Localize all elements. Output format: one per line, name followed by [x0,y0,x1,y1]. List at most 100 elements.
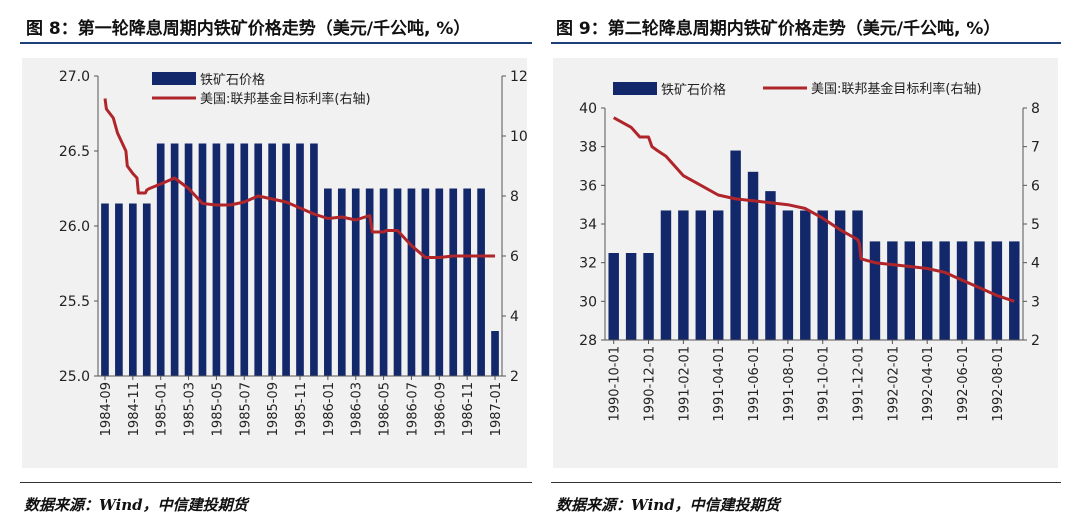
bar-1990-11-01 [625,253,637,340]
bar-1992-05-01 [939,241,950,340]
bar-1986-05 [379,188,388,376]
x-tick-label: 1992-08-01 [991,346,1006,422]
y-left-tick-label: 34 [579,217,597,233]
x-tick-label: 1985-07 [238,382,253,436]
bar-1986-10 [449,188,458,376]
bar-1992-08-01 [991,241,1003,340]
x-tick-label: 1991-08-01 [782,346,797,422]
x-tick-label: 1985-03 [183,382,198,436]
bar-1991-11-01 [834,210,846,340]
x-tick-label: 1987-01 [489,382,504,436]
right-bottom-rule [551,482,1061,483]
bar-1986-12 [477,188,485,376]
x-tick-label: 1991-06-01 [747,346,762,422]
legend-bar-label: 铁矿石价格 [200,72,265,88]
bar-1985-02 [170,143,179,376]
left-figure-title: 图 8：第一轮降息周期内铁矿价格走势（美元/千公吨, %） [26,19,471,39]
x-tick-label: 1985-11 [294,382,309,436]
x-tick-label: 1986-05 [378,382,393,436]
x-tick-label: 1991-04-01 [712,346,727,422]
x-tick-label: 1990-12-01 [643,346,658,422]
y-left-tick-label: 25.0 [59,369,90,385]
x-tick-label: 1991-10-01 [817,346,832,422]
bar-1992-09-01 [1009,241,1020,340]
x-tick-label: 1986-01 [322,382,337,436]
bar-1991-10-01 [817,210,828,340]
y-left-tick-label: 40 [579,101,597,117]
bar-1992-07-01 [974,241,985,340]
y-right-tick-label: 8 [510,189,519,205]
bar-1992-04-01 [921,241,933,340]
y-left-tick-label: 26.0 [59,219,90,235]
x-tick-label: 1992-04-01 [921,346,936,422]
bar-1986-09 [435,188,444,376]
x-tick-label: 1986-03 [350,382,365,436]
y-right-tick-label: 2 [510,369,519,385]
y-left-tick-label: 32 [579,256,597,272]
y-right-tick-label: 6 [1031,178,1040,194]
y-right-tick-label: 12 [510,69,527,85]
y-left-tick-label: 36 [579,178,597,194]
x-tick-label: 1986-09 [433,382,448,436]
x-tick-label: 1985-05 [210,382,225,436]
bar-1985-06 [226,143,235,376]
y-right-tick-label: 8 [1031,101,1040,117]
x-tick-label: 1986-07 [405,382,420,436]
bar-1985-10 [282,143,290,376]
bar-1984-09 [101,203,109,376]
y-right-tick-label: 7 [1031,140,1040,156]
bar-1992-02-01 [887,241,898,340]
y-left-tick-label: 26.5 [59,144,90,160]
right-title-rule [551,42,1061,44]
left-bottom-rule [20,482,532,483]
x-tick-label: 1991-12-01 [852,346,867,422]
bar-1985-07 [240,143,249,376]
y-left-tick-label: 30 [579,294,597,310]
bar-1991-05-01 [730,150,741,340]
y-right-tick-label: 10 [510,129,527,145]
bar-1991-09-01 [800,210,811,340]
bar-1992-03-01 [904,241,916,340]
x-tick-label: 1992-02-01 [886,346,901,422]
y-right-tick-label: 3 [1031,294,1040,310]
bar-1986-08 [421,188,430,376]
y-left-tick-label: 28 [579,333,597,349]
bar-1987-01 [491,331,499,376]
bar-1992-06-01 [956,241,968,340]
y-right-tick-label: 4 [510,309,519,325]
left-chart: 25.0 25.5 26.0 26.5 27.0 2 4 6 8 10 12 1984-09 1984-… [22,58,527,468]
left-chart-svg: 25.0 25.5 26.0 26.5 27.0 2 4 6 8 10 12 1984-09 1984-… [59,69,527,436]
left-title-rule [20,42,532,44]
x-tick-label: 1985-01 [155,382,170,436]
bar-1985-05 [212,143,221,376]
bar-1984-11 [128,203,137,376]
bar-1991-02-01 [678,210,689,340]
x-tick-label: 1991-02-01 [677,346,692,422]
legend-bar-label: 铁矿石价格 [661,82,726,98]
y-right-tick-label: 2 [1031,333,1040,349]
right-source-note: 数据来源：Wind，中信建投期货 [556,496,780,514]
x-tick-label: 1984-11 [127,382,142,436]
bar-1986-07 [407,188,416,376]
bar-1985-09 [268,143,276,376]
bar-1991-01-01 [660,210,672,340]
x-tick-label: 1986-11 [461,382,476,436]
bar-1990-10-01 [608,253,619,340]
y-right-tick-label: 4 [1031,256,1040,272]
legend-bar-swatch [152,72,196,85]
bar-1984-12 [142,203,151,376]
y-left-tick-label: 27.0 [59,69,90,85]
bar-1992-01-01 [869,241,881,340]
bar-1985-01 [156,143,165,376]
bar-1991-06-01 [747,171,759,340]
bar-1991-03-01 [695,210,707,340]
right-figure-title: 图 9：第二轮降息周期内铁矿价格走势（美元/千公吨, %） [556,19,1001,39]
bar-1986-03 [351,188,360,376]
bar-1991-07-01 [765,191,776,340]
x-tick-label: 1985-09 [266,382,281,436]
bar-1991-04-01 [712,210,724,340]
bar-1985-08 [254,143,263,376]
rate-line [612,116,1015,303]
legend-line-label: 美国:联邦基金目标利率(右轴) [811,81,982,97]
